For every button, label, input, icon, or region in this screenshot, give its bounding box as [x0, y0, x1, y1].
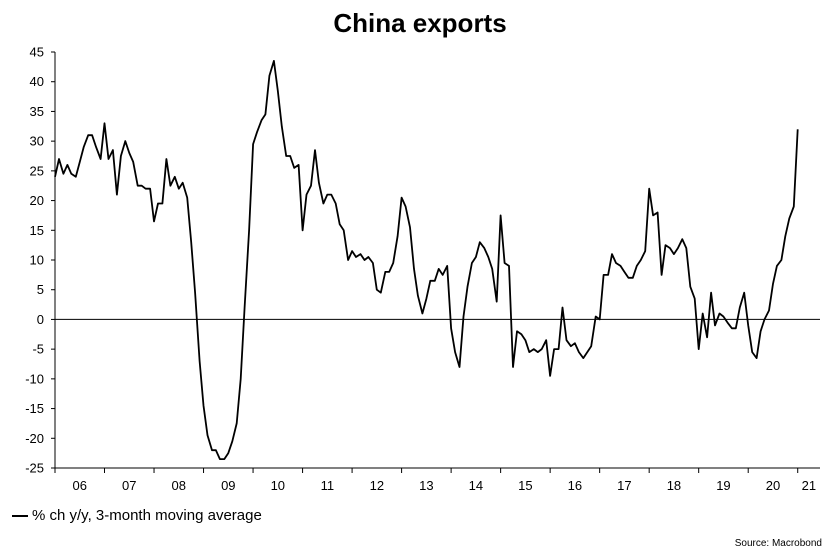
y-tick-label: 30 [30, 134, 44, 149]
y-tick-label: 10 [30, 253, 44, 268]
legend-swatch [12, 514, 28, 517]
source-note: Source: Macrobond [734, 538, 822, 549]
y-tick-label: -20 [25, 431, 44, 446]
series-layer [54, 60, 799, 460]
y-tick-label: 5 [37, 282, 44, 297]
y-tick-label: 40 [30, 74, 44, 89]
x-tick-label: 16 [568, 478, 582, 493]
x-tick-label: 09 [221, 478, 235, 493]
x-tick-label: 13 [419, 478, 433, 493]
y-tick-label: 45 [30, 45, 44, 60]
y-tick-label: 20 [30, 193, 44, 208]
series-line [54, 60, 799, 460]
y-tick-label: 25 [30, 163, 44, 178]
x-tick-label: 08 [172, 478, 186, 493]
legend-label: % ch y/y, 3-month moving average [32, 507, 262, 524]
y-tick-label: -5 [32, 342, 44, 357]
y-tick-label: -10 [25, 371, 44, 386]
y-tick-label: -15 [25, 401, 44, 416]
x-tick-label: 19 [716, 478, 730, 493]
x-tick-label: 07 [122, 478, 136, 493]
x-axis-ticks: 06 07 08 09 10 11 12 13 14 15 16 17 18 19 20 21 [54, 468, 816, 493]
y-tick-label: -25 [25, 461, 44, 476]
y-tick-label: 15 [30, 223, 44, 238]
axes [54, 52, 820, 469]
x-tick-label: 15 [518, 478, 532, 493]
legend: % ch y/y, 3-month moving average [12, 507, 262, 524]
x-tick-label: 10 [271, 478, 285, 493]
x-tick-label: 11 [321, 478, 335, 493]
y-tick-label: 35 [30, 104, 44, 119]
x-tick-label: 18 [667, 478, 681, 493]
y-axis-ticks: 45 40 35 30 25 20 15 10 5 0 -5 -10 -15 -20 -25 [25, 45, 55, 476]
chart-title: China exports [333, 8, 507, 38]
x-tick-label: 21 [802, 478, 816, 493]
x-tick-label: 06 [73, 478, 87, 493]
x-tick-label: 20 [766, 478, 780, 493]
x-tick-label: 12 [370, 478, 384, 493]
y-tick-label: 0 [37, 312, 44, 327]
x-tick-label: 17 [617, 478, 631, 493]
x-tick-label: 14 [469, 478, 483, 493]
